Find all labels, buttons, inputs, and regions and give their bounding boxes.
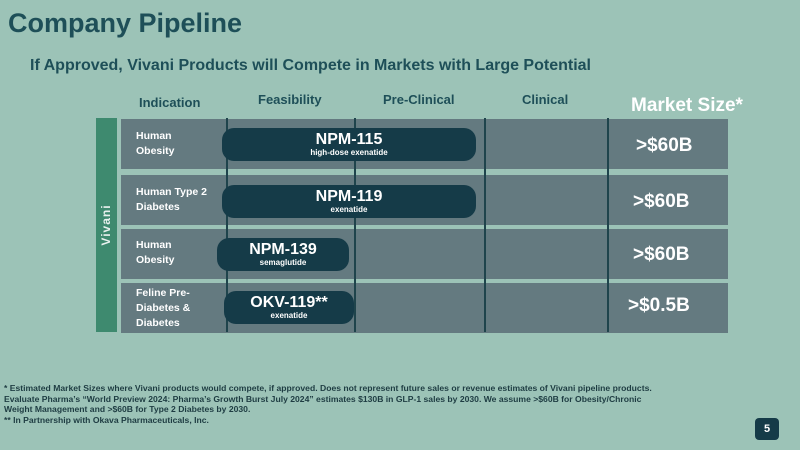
indication-row-4: Feline Pre- Diabetes & Diabetes <box>136 286 190 331</box>
column-header-preclinical: Pre-Clinical <box>383 92 455 107</box>
product-drug: semaglutide <box>259 258 307 267</box>
indication-line: Diabetes <box>136 201 180 213</box>
indication-line: Obesity <box>136 254 175 266</box>
indication-line: Feline Pre- <box>136 287 190 299</box>
indication-line: Human <box>136 239 172 251</box>
indication-line: Obesity <box>136 145 175 157</box>
market-size-row-2: >$60B <box>633 191 690 212</box>
phase-divider-market <box>607 118 609 332</box>
product-bar-npm-115: NPM-115 high-dose exenatide <box>222 128 476 161</box>
footnote-line: * Estimated Market Sizes where Vivani pr… <box>4 383 652 393</box>
footnote-line: Weight Management and >$60B for Type 2 D… <box>4 404 251 415</box>
pipeline-row-4 <box>121 283 728 333</box>
indication-line: Human <box>136 130 172 142</box>
product-drug: high-dose exenatide <box>310 148 388 157</box>
vivani-side-label: Vivani <box>99 204 113 246</box>
column-header-indication: Indication <box>139 95 201 110</box>
product-name: NPM-119 <box>315 188 383 205</box>
column-header-feasibility: Feasibility <box>258 92 322 107</box>
product-drug: exenatide <box>330 205 368 214</box>
indication-line: Diabetes & <box>136 302 191 314</box>
indication-row-1: Human Obesity <box>136 129 175 159</box>
market-size-row-4: >$0.5B <box>628 295 690 316</box>
phase-divider-clinical <box>484 118 486 332</box>
product-name: NPM-115 <box>315 131 383 148</box>
phase-divider-feasibility <box>226 118 228 332</box>
product-drug: exenatide <box>270 311 308 320</box>
footnotes: * Estimated Market Sizes where Vivani pr… <box>4 383 744 425</box>
product-name: NPM-139 <box>249 241 317 258</box>
phase-divider-preclinical <box>354 118 356 332</box>
footnote-line: Evaluate Pharma’s “World Preview 2024: P… <box>4 393 642 404</box>
indication-row-2: Human Type 2 Diabetes <box>136 185 207 215</box>
market-size-row-3: >$60B <box>633 244 690 265</box>
column-header-market-size: Market Size* <box>631 95 743 116</box>
market-size-row-1: >$60B <box>636 135 693 156</box>
product-bar-npm-139: NPM-139 semaglutide <box>217 238 349 271</box>
vivani-side-bar <box>96 118 117 332</box>
column-header-clinical: Clinical <box>522 92 569 107</box>
page-title: Company Pipeline <box>8 8 243 38</box>
page-number-badge: 5 <box>755 418 779 440</box>
footnote-line: ** In Partnership with Okava Pharmaceuti… <box>4 414 209 425</box>
product-name: OKV-119** <box>250 294 328 311</box>
product-bar-npm-119: NPM-119 exenatide <box>222 185 476 218</box>
product-bar-okv-119: OKV-119** exenatide <box>224 291 354 324</box>
page-subtitle: If Approved, Vivani Products will Compet… <box>30 57 591 74</box>
indication-row-3: Human Obesity <box>136 238 175 268</box>
indication-line: Diabetes <box>136 317 180 329</box>
indication-line: Human Type 2 <box>136 186 207 198</box>
